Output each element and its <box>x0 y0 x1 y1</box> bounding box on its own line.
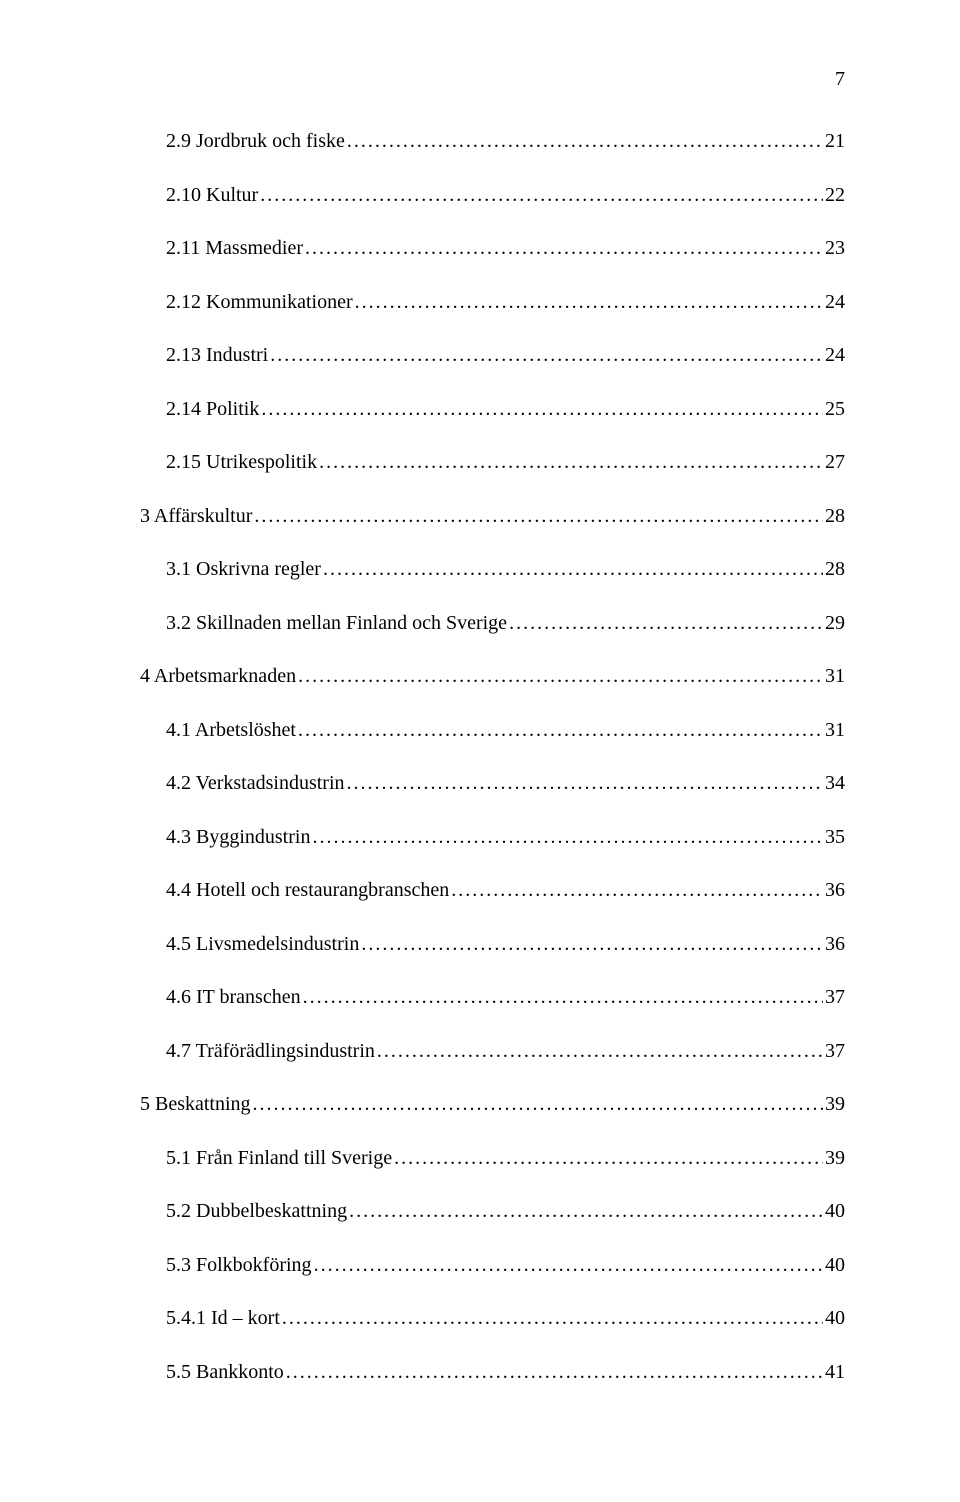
toc-entry-page: 39 <box>825 1093 845 1116</box>
toc-entry: 5.5 Bankkonto 41 <box>140 1361 845 1384</box>
toc-entry-page: 39 <box>825 1147 845 1170</box>
toc-entry-page: 22 <box>825 184 845 207</box>
toc-leader-dots <box>355 291 823 314</box>
toc-leader-dots <box>394 1147 823 1170</box>
toc-entry-label: 2.11 Massmedier <box>166 237 303 260</box>
toc-entry-label: 5.5 Bankkonto <box>166 1361 284 1384</box>
toc-entry-page: 40 <box>825 1254 845 1277</box>
toc-leader-dots <box>347 772 823 795</box>
toc-entry-label: 4.3 Byggindustrin <box>166 826 310 849</box>
toc-entry: 3.1 Oskrivna regler 28 <box>140 558 845 581</box>
toc-entry: 5.2 Dubbelbeskattning 40 <box>140 1200 845 1223</box>
toc-entry-page: 40 <box>825 1200 845 1223</box>
toc-leader-dots <box>361 933 823 956</box>
toc-entry: 2.12 Kommunikationer 24 <box>140 291 845 314</box>
toc-entry: 2.15 Utrikespolitik 27 <box>140 451 845 474</box>
toc-leader-dots <box>319 451 823 474</box>
toc-leader-dots <box>286 1361 823 1384</box>
toc-entry-page: 21 <box>825 130 845 153</box>
toc-entry-page: 27 <box>825 451 845 474</box>
toc-entry-label: 3.2 Skillnaden mellan Finland och Sverig… <box>166 612 507 635</box>
toc-entry-label: 3.1 Oskrivna regler <box>166 558 321 581</box>
toc-leader-dots <box>377 1040 823 1063</box>
toc-entry-page: 24 <box>825 291 845 314</box>
toc-entry: 5 Beskattning 39 <box>140 1093 845 1116</box>
toc-entry-page: 34 <box>825 772 845 795</box>
toc-entry-page: 41 <box>825 1361 845 1384</box>
toc-entry-label: 4.1 Arbetslöshet <box>166 719 296 742</box>
toc-leader-dots <box>270 344 823 367</box>
toc-entry-page: 24 <box>825 344 845 367</box>
toc-entry: 5.3 Folkbokföring 40 <box>140 1254 845 1277</box>
toc-entry-page: 28 <box>825 505 845 528</box>
toc-entry-page: 37 <box>825 1040 845 1063</box>
toc-entry: 3 Affärskultur 28 <box>140 505 845 528</box>
toc-entry-page: 35 <box>825 826 845 849</box>
toc-entry-page: 31 <box>825 665 845 688</box>
toc-entry-label: 4 Arbetsmarknaden <box>140 665 296 688</box>
toc-entry-label: 4.7 Träförädlingsindustrin <box>166 1040 375 1063</box>
toc-entry-page: 28 <box>825 558 845 581</box>
toc-entry-page: 36 <box>825 933 845 956</box>
toc-leader-dots <box>260 184 823 207</box>
toc-entry-page: 29 <box>825 612 845 635</box>
toc-entry: 2.10 Kultur 22 <box>140 184 845 207</box>
toc-entry-label: 4.4 Hotell och restaurangbranschen <box>166 879 449 902</box>
toc-leader-dots <box>253 1093 823 1116</box>
toc-leader-dots <box>298 719 823 742</box>
toc-entry: 5.4.1 Id – kort 40 <box>140 1307 845 1330</box>
toc-entry-page: 40 <box>825 1307 845 1330</box>
toc-entry: 4.4 Hotell och restaurangbranschen 36 <box>140 879 845 902</box>
toc-entry: 4.5 Livsmedelsindustrin 36 <box>140 933 845 956</box>
toc-entry-label: 2.9 Jordbruk och fiske <box>166 130 345 153</box>
toc-entry-label: 4.6 IT branschen <box>166 986 301 1009</box>
toc-leader-dots <box>509 612 823 635</box>
toc-entry-label: 2.13 Industri <box>166 344 268 367</box>
toc-entry-label: 2.14 Politik <box>166 398 259 421</box>
toc-leader-dots <box>312 826 823 849</box>
toc-leader-dots <box>305 237 823 260</box>
toc-entry-page: 36 <box>825 879 845 902</box>
toc-entry-label: 5.3 Folkbokföring <box>166 1254 312 1277</box>
toc-entry: 2.13 Industri 24 <box>140 344 845 367</box>
toc-entry-label: 5.4.1 Id – kort <box>166 1307 280 1330</box>
toc-entry: 2.9 Jordbruk och fiske 21 <box>140 130 845 153</box>
toc-leader-dots <box>254 505 823 528</box>
toc-leader-dots <box>349 1200 823 1223</box>
toc-leader-dots <box>282 1307 823 1330</box>
toc-entry: 4.3 Byggindustrin 35 <box>140 826 845 849</box>
toc-entry-label: 5.2 Dubbelbeskattning <box>166 1200 347 1223</box>
toc-leader-dots <box>451 879 823 902</box>
toc-entry-label: 2.12 Kommunikationer <box>166 291 353 314</box>
toc-entry-page: 25 <box>825 398 845 421</box>
toc-entry-label: 5.1 Från Finland till Sverige <box>166 1147 392 1170</box>
toc-entry: 2.14 Politik 25 <box>140 398 845 421</box>
toc-entry-page: 37 <box>825 986 845 1009</box>
toc-entry-label: 4.5 Livsmedelsindustrin <box>166 933 359 956</box>
table-of-contents: 2.9 Jordbruk och fiske212.10 Kultur222.1… <box>140 130 845 1414</box>
toc-entry-label: 4.2 Verkstadsindustrin <box>166 772 345 795</box>
toc-entry-label: 3 Affärskultur <box>140 505 252 528</box>
toc-entry-label: 2.15 Utrikespolitik <box>166 451 317 474</box>
toc-leader-dots <box>323 558 823 581</box>
toc-entry: 4.2 Verkstadsindustrin 34 <box>140 772 845 795</box>
toc-leader-dots <box>298 665 823 688</box>
toc-entry: 4 Arbetsmarknaden 31 <box>140 665 845 688</box>
toc-leader-dots <box>303 986 823 1009</box>
toc-leader-dots <box>347 130 823 153</box>
toc-entry-label: 2.10 Kultur <box>166 184 258 207</box>
page-number: 7 <box>835 68 845 91</box>
toc-entry-page: 23 <box>825 237 845 260</box>
toc-entry: 2.11 Massmedier 23 <box>140 237 845 260</box>
toc-leader-dots <box>314 1254 823 1277</box>
toc-entry: 4.1 Arbetslöshet 31 <box>140 719 845 742</box>
toc-entry: 4.6 IT branschen 37 <box>140 986 845 1009</box>
toc-leader-dots <box>261 398 823 421</box>
toc-entry-page: 31 <box>825 719 845 742</box>
toc-entry-label: 5 Beskattning <box>140 1093 251 1116</box>
toc-entry: 4.7 Träförädlingsindustrin 37 <box>140 1040 845 1063</box>
toc-entry: 5.1 Från Finland till Sverige 39 <box>140 1147 845 1170</box>
toc-entry: 3.2 Skillnaden mellan Finland och Sverig… <box>140 612 845 635</box>
